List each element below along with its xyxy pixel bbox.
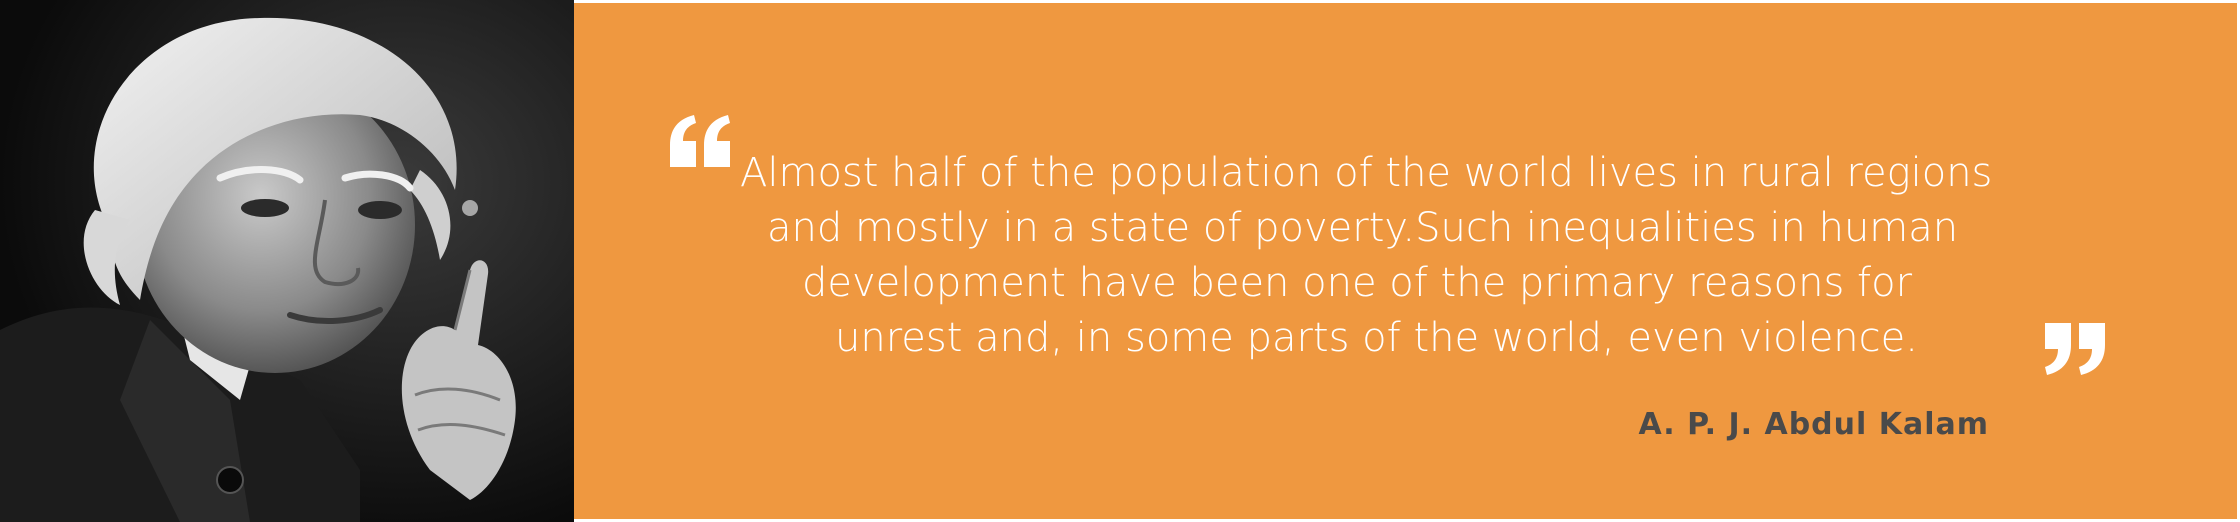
- portrait-photo: [0, 0, 574, 522]
- quote-text-block: Almost half of the population of the wor…: [574, 3, 2237, 519]
- author-name: A. P. J. Abdul Kalam: [1638, 407, 1989, 442]
- quote-panel: Almost half of the population of the wor…: [574, 3, 2237, 519]
- quote-line-2: and mostly in a state of poverty.Such in…: [767, 205, 1959, 251]
- portrait-illustration: [0, 0, 574, 522]
- close-quote-icon: [2045, 323, 2105, 375]
- quote-line-4: unrest and, in some parts of the world, …: [835, 315, 1918, 361]
- quote-line-1: Almost half of the population of the wor…: [740, 150, 1993, 196]
- open-quote-icon: [670, 115, 730, 167]
- quote-line-3: development have been one of the primary…: [802, 260, 1913, 306]
